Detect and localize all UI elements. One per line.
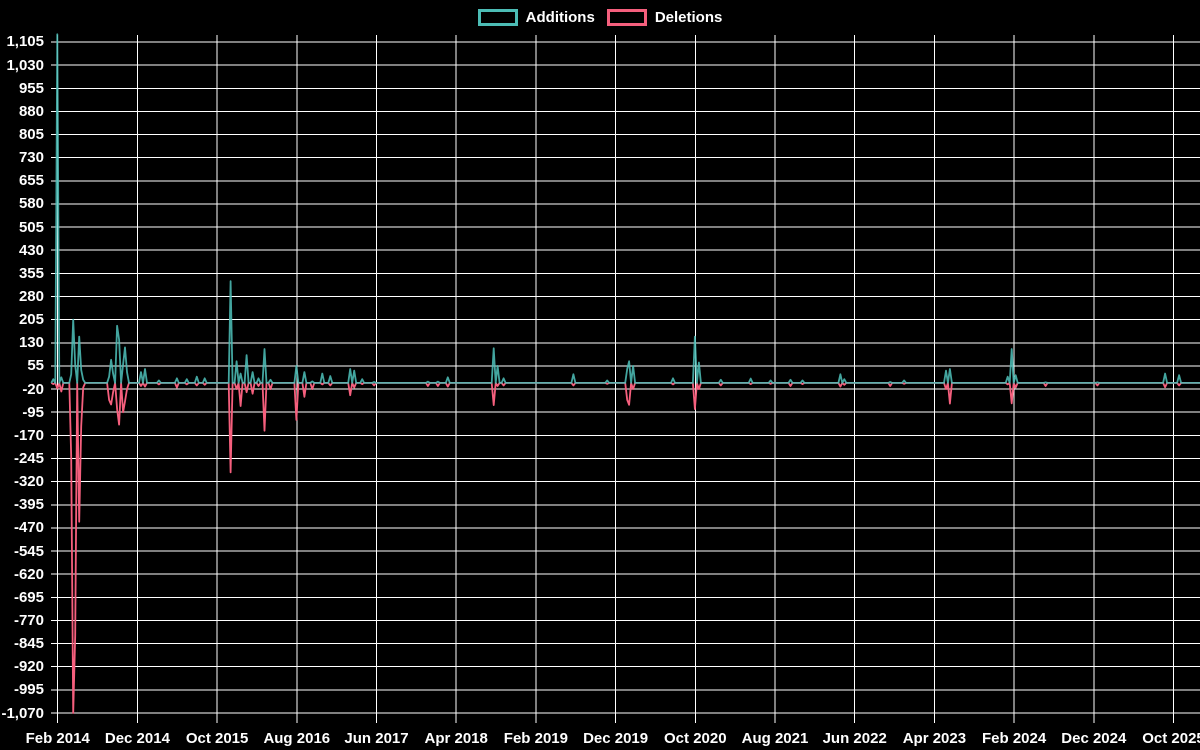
x-tick-label: Oct 2015 (185, 730, 249, 747)
deletions-swatch-icon (606, 8, 647, 26)
x-tick-label: Dec 2014 (104, 730, 170, 747)
y-tick-label: 280 (18, 288, 44, 305)
additions-line (50, 33, 1200, 384)
y-tick-label: 1,105 (6, 33, 44, 51)
legend: Additions Deletions (0, 6, 1200, 28)
y-tick-label: 1,030 (6, 56, 44, 74)
y-tick-label: -695 (13, 588, 44, 606)
deletions-line (50, 381, 1200, 714)
y-tick-label: -620 (13, 565, 44, 583)
y-tick-label: 955 (18, 79, 44, 97)
legend-item-additions[interactable]: Additions (477, 8, 595, 26)
y-tick-label: 655 (18, 172, 44, 190)
y-tick-label: -395 (13, 496, 44, 514)
y-tick-label: -170 (13, 426, 44, 444)
y-tick-label: 130 (18, 334, 44, 352)
x-tick-label: Jun 2022 (822, 730, 887, 747)
y-tick-label: -1,070 (1, 704, 44, 722)
y-tick-label: -545 (13, 542, 44, 560)
y-tick-label: -995 (13, 681, 44, 699)
y-tick-label: -320 (13, 473, 44, 491)
x-tick-label: Oct 2020 (664, 730, 727, 747)
y-tick-label: 430 (18, 241, 44, 259)
y-tick-label: 55 (27, 357, 44, 375)
x-tick-label: Feb 2014 (25, 730, 90, 747)
x-tick-label: Feb 2019 (503, 730, 568, 747)
y-tick-label: -20 (22, 380, 44, 398)
y-tick-label: -770 (13, 611, 44, 629)
legend-label-deletions: Deletions (654, 8, 723, 26)
y-tick-label: -470 (13, 519, 44, 537)
x-tick-label: Jun 2017 (344, 730, 409, 747)
y-tick-label: 505 (18, 218, 44, 236)
y-tick-label: 805 (18, 126, 44, 144)
y-tick-label: 580 (18, 195, 44, 213)
y-tick-label: -920 (13, 658, 44, 676)
y-tick-label: 730 (18, 149, 44, 167)
additions-swatch-icon (477, 8, 518, 26)
y-tick-label: 205 (18, 311, 44, 329)
legend-label-additions: Additions (525, 8, 595, 26)
y-tick-label: 355 (18, 264, 44, 282)
x-tick-label: Feb 2024 (981, 730, 1047, 747)
x-tick-label: Aug 2021 (741, 730, 809, 747)
x-tick-label: Oct 2025 (1142, 730, 1200, 747)
y-tick-label: 880 (18, 102, 44, 120)
y-tick-label: -95 (22, 403, 44, 421)
legend-item-deletions[interactable]: Deletions (606, 8, 723, 26)
y-tick-label: -845 (13, 635, 44, 653)
x-tick-label: Apr 2023 (902, 730, 967, 747)
x-tick-label: Aug 2016 (263, 730, 331, 747)
x-tick-label: Dec 2024 (1061, 730, 1127, 747)
x-tick-label: Dec 2019 (583, 730, 649, 747)
x-tick-label: Apr 2018 (424, 730, 488, 747)
y-tick-label: -245 (13, 449, 44, 467)
